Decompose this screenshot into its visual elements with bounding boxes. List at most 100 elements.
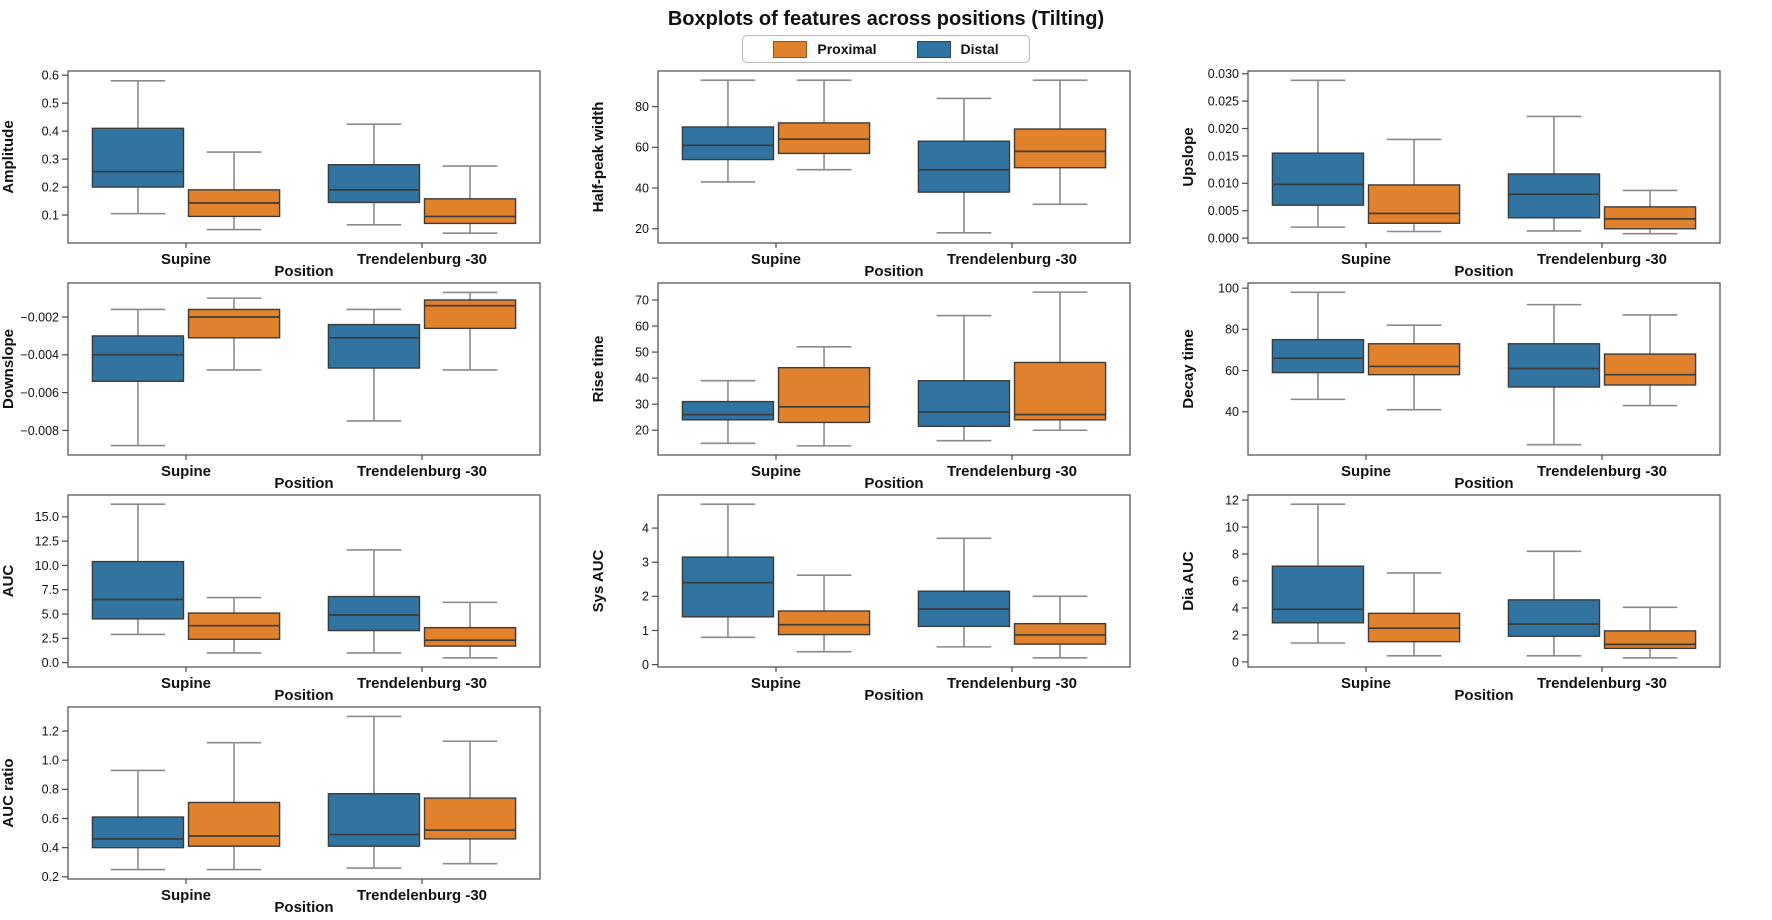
y-tick-label: 20 [635, 424, 649, 438]
x-axis-label: Position [864, 687, 923, 703]
x-tick-label: Supine [751, 251, 801, 268]
x-tick-label: Supine [1341, 675, 1391, 692]
subplot-upslope: 0.000 0.005 0.010 0.015 0.020 0.025 0.030 Upslo… [1180, 65, 1765, 280]
x-tick-label: Trendelenburg -30 [947, 675, 1077, 692]
y-tick-label: 40 [635, 181, 649, 195]
legend-item-proximal: Proximal [759, 40, 890, 58]
box-distal-trendelenburg-30 [327, 549, 421, 654]
page-title: Boxplots of features across positions (T… [667, 8, 1105, 30]
subplot-decay-time: 40 60 80 100 Decay time Supine Trendelenburg -… [1180, 277, 1765, 492]
y-tick-label: 30 [635, 398, 649, 412]
box-proximal-trendelenburg-30 [1603, 314, 1697, 407]
y-axis-label: Decay time [1180, 329, 1197, 408]
y-tick-label: 5.0 [42, 607, 59, 621]
y-tick-label: 1 [642, 624, 649, 638]
box-distal-trendelenburg-30 [1507, 115, 1601, 232]
y-tick-label: 0.1 [42, 208, 59, 222]
y-tick-label: 70 [635, 293, 649, 307]
box-distal-trendelenburg-30 [1507, 550, 1601, 657]
y-tick-label: 0.015 [1208, 149, 1239, 163]
y-tick-label: 2.5 [42, 632, 59, 646]
y-axis-label: Upslope [1180, 127, 1197, 186]
box-distal-trendelenburg-30 [917, 537, 1011, 648]
x-tick-label: Trendelenburg -30 [357, 463, 487, 480]
y-tick-label: 0 [642, 658, 649, 672]
box-proximal-trendelenburg-30 [423, 740, 517, 865]
box-proximal-supine [187, 741, 281, 871]
y-tick-label: 0.020 [1208, 122, 1239, 136]
subplot-sys-auc: 0 1 2 3 4 Sys AUC Supine Trendelenburg -30 Posit… [590, 489, 1175, 704]
x-tick-label: Supine [1341, 463, 1391, 480]
y-tick-label: 0 [1232, 655, 1239, 669]
subplot-auc: 0.0 2.5 5.0 7.5 10.0 12.5 15.0 AUC Supine Trendel… [0, 489, 585, 704]
box-distal-trendelenburg-30 [327, 123, 421, 226]
y-tick-label: 50 [635, 345, 649, 359]
box-distal-supine [91, 308, 185, 447]
box-distal-supine [91, 503, 185, 636]
legend: Proximal Distal [742, 35, 1030, 63]
y-tick-label: 60 [635, 319, 649, 333]
y-tick-label: 8 [1232, 547, 1239, 561]
boxplot-canvas-half-peak-width: 20 40 60 80 Half-peak width Supine Trendelenbu… [590, 70, 1131, 280]
y-tick-label: 10.0 [35, 559, 59, 573]
x-axis-label: Position [274, 263, 333, 279]
box-distal-trendelenburg-30 [327, 308, 421, 422]
y-axis-label: Downslope [0, 329, 17, 409]
x-tick-label: Trendelenburg -30 [357, 887, 487, 904]
y-tick-label: 0.010 [1208, 177, 1239, 191]
y-axis-label: Amplitude [0, 120, 17, 193]
y-tick-label: −0.008 [20, 424, 59, 438]
y-tick-label: −0.006 [20, 386, 59, 400]
box-distal-trendelenburg-30 [917, 97, 1011, 234]
boxplot-canvas-rise-time: 20 30 40 50 60 70 Rise time Supine Trendelenburg… [590, 282, 1131, 492]
subplot-amplitude: 0.1 0.2 0.3 0.4 0.5 0.6 Amplitude Supine Trendel… [0, 65, 585, 280]
box-distal-trendelenburg-30 [1507, 303, 1601, 446]
x-tick-label: Supine [751, 675, 801, 692]
box-proximal-trendelenburg-30 [1013, 79, 1107, 206]
x-tick-label: Trendelenburg -30 [947, 251, 1077, 268]
y-tick-label: 0.005 [1208, 204, 1239, 218]
x-axis-label: Position [1454, 475, 1513, 491]
box-proximal-trendelenburg-30 [423, 291, 517, 371]
x-axis-label: Position [274, 687, 333, 703]
x-axis-label: Position [1454, 263, 1513, 279]
box-distal-supine [91, 769, 185, 871]
y-tick-label: 0.030 [1208, 67, 1239, 81]
x-tick-label: Supine [751, 463, 801, 480]
box-proximal-supine [187, 297, 281, 371]
box-proximal-trendelenburg-30 [1603, 189, 1697, 235]
legend-row: Proximal Distal [0, 35, 1772, 63]
box-proximal-supine [187, 596, 281, 654]
distal-color-swatch [916, 40, 951, 58]
y-tick-label: 4 [642, 521, 649, 535]
x-tick-label: Trendelenburg -30 [357, 251, 487, 268]
y-axis-label: Half-peak width [590, 102, 607, 213]
y-tick-label: 40 [1225, 405, 1239, 419]
y-tick-label: 4 [1232, 601, 1239, 615]
subplot-auc-ratio: 0.2 0.4 0.6 0.8 1.0 1.2 AUC ratio Supine Trendel… [0, 701, 585, 916]
x-tick-label: Supine [161, 463, 211, 480]
boxplot-canvas-sys-auc: 0 1 2 3 4 Sys AUC Supine Trendelenburg -30 Posit… [590, 494, 1131, 704]
boxplot-canvas-auc: 0.0 2.5 5.0 7.5 10.0 12.5 15.0 AUC Supine Trendel… [0, 494, 541, 704]
x-tick-label: Supine [161, 887, 211, 904]
y-tick-label: 12.5 [35, 535, 59, 549]
box-proximal-trendelenburg-30 [1013, 595, 1107, 659]
y-tick-label: 0.0 [42, 656, 59, 670]
box-proximal-supine [1367, 572, 1461, 657]
box-proximal-supine [777, 346, 871, 447]
y-axis-label: Sys AUC [590, 549, 607, 612]
axes-frame [67, 706, 541, 880]
box-distal-supine [1271, 291, 1365, 401]
x-tick-label: Trendelenburg -30 [1537, 251, 1667, 268]
y-tick-label: 0.5 [42, 97, 59, 111]
box-distal-supine [91, 79, 185, 215]
box-proximal-supine [1367, 138, 1461, 233]
box-distal-supine [681, 379, 775, 445]
box-distal-supine [681, 79, 775, 183]
box-proximal-supine [777, 79, 871, 171]
subplot-rise-time: 20 30 40 50 60 70 Rise time Supine Trendelenburg… [590, 277, 1175, 492]
box-distal-trendelenburg-30 [917, 314, 1011, 442]
boxplot-canvas-amplitude: 0.1 0.2 0.3 0.4 0.5 0.6 Amplitude Supine Trendel… [0, 69, 541, 280]
box-distal-trendelenburg-30 [327, 715, 421, 869]
